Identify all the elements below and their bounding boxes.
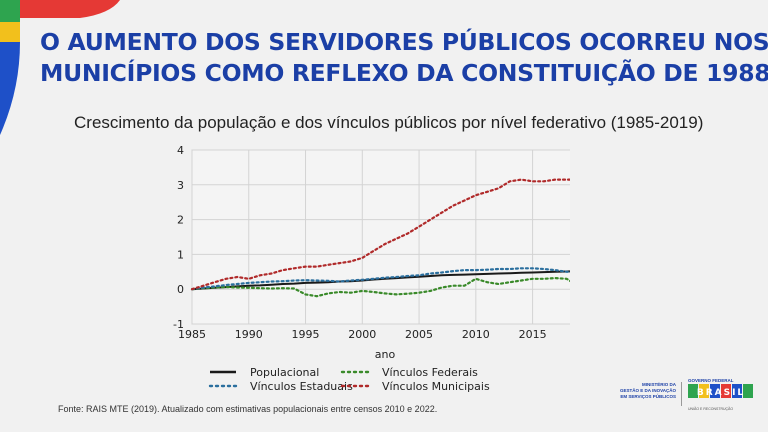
headline-line-1: O AUMENTO DOS SERVIDORES PÚBLICOS OCORRE… bbox=[40, 28, 768, 56]
y-tick-label: -1 bbox=[173, 318, 184, 331]
ministry-logo-text: MINISTÉRIO DA GESTÃO E DA INOVAÇÃO EM SE… bbox=[618, 382, 676, 400]
y-tick-label: 1 bbox=[177, 248, 184, 261]
logo-divider bbox=[681, 382, 682, 406]
y-tick-label: 0 bbox=[177, 283, 184, 296]
x-tick-label: 2000 bbox=[348, 328, 376, 341]
gov-logo-top: GOVERNO FEDERAL bbox=[688, 378, 734, 383]
legend-label-1: Populacional bbox=[250, 366, 319, 379]
brasil-wordmark-logo: BRASIL bbox=[688, 384, 753, 398]
corner-yellow-block bbox=[0, 22, 20, 42]
x-tick-label: 2015 bbox=[519, 328, 547, 341]
x-tick-label: 1995 bbox=[292, 328, 320, 341]
y-tick-label: 2 bbox=[177, 214, 184, 227]
headline-line-2: MUNICÍPIOS COMO REFLEXO DA CONSTITUIÇÃO … bbox=[40, 59, 768, 87]
corner-red-arc bbox=[20, 0, 120, 18]
series-line-1 bbox=[191, 270, 570, 291]
plot-area bbox=[191, 149, 570, 325]
series-line-4 bbox=[190, 178, 570, 291]
ministry-line-1: MINISTÉRIO DA bbox=[641, 382, 676, 387]
legend-label-2: Vínculos Federais bbox=[382, 366, 478, 379]
x-tick-label: 1985 bbox=[178, 328, 206, 341]
logos: MINISTÉRIO DA GESTÃO E DA INOVAÇÃO EM SE… bbox=[618, 378, 758, 414]
x-tick-label: 1990 bbox=[235, 328, 263, 341]
legend-label-3: Vínculos Estaduais bbox=[250, 380, 353, 393]
y-tick-label: 4 bbox=[177, 144, 184, 157]
series-line-2 bbox=[190, 276, 570, 298]
headline: O AUMENTO DOS SERVIDORES PÚBLICOS OCORRE… bbox=[40, 27, 768, 89]
x-tick-label: 2005 bbox=[405, 328, 433, 341]
source-note: Fonte: RAIS MTE (2019). Atualizado com e… bbox=[58, 404, 438, 414]
color-corner-shapes bbox=[0, 0, 120, 135]
gov-logo: GOVERNO FEDERAL BRASIL UNIÃO E RECONSTRU… bbox=[688, 378, 754, 411]
ministry-line-3: EM SERVIÇOS PÚBLICOS bbox=[620, 394, 676, 399]
x-tick-label: 2010 bbox=[462, 328, 490, 341]
decorative-color-corner bbox=[0, 0, 150, 140]
legend-label-4: Vínculos Municipais bbox=[382, 380, 490, 393]
line-chart: -1 0 1 2 3 4 1985 1990 1995 2000 2005 2010 2015 ano Po… bbox=[173, 144, 570, 393]
series-line-3 bbox=[190, 267, 570, 291]
chart-title: Crescimento da população e dos vínculos … bbox=[74, 113, 704, 132]
gov-logo-bottom: UNIÃO E RECONSTRUÇÃO bbox=[688, 407, 734, 411]
corner-green-block bbox=[0, 0, 20, 22]
x-axis-label: ano bbox=[375, 348, 396, 361]
ministry-line-2: GESTÃO E DA INOVAÇÃO bbox=[619, 388, 676, 393]
brasil-wordmark-text: BRASIL bbox=[697, 388, 745, 398]
y-tick-label: 3 bbox=[177, 179, 184, 192]
corner-blue-arc bbox=[0, 42, 20, 135]
